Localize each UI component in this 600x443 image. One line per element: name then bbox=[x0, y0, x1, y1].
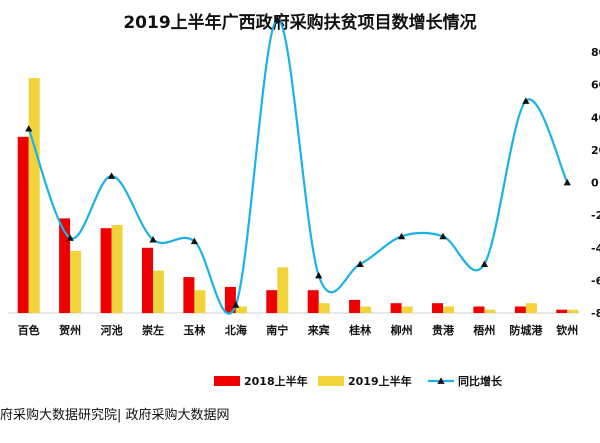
bar-2019-12 bbox=[525, 303, 537, 313]
growth-marker-2 bbox=[107, 172, 116, 179]
bar-2018-5 bbox=[224, 286, 236, 313]
growth-marker-3 bbox=[149, 235, 157, 243]
bar-2018-1 bbox=[59, 218, 71, 313]
bar-2018-13 bbox=[556, 309, 568, 313]
category-label-10: 贵港 bbox=[432, 323, 455, 337]
category-label-5: 北海 bbox=[225, 323, 247, 337]
legend-swatch-0 bbox=[214, 376, 240, 386]
source-text: 府采购大数据研究院| 政府采购大数据网 bbox=[0, 408, 230, 423]
right-axis-tick-4: 0 bbox=[591, 177, 599, 190]
legend-label-2: 同比增长 bbox=[458, 374, 503, 388]
bar-2018-9 bbox=[390, 303, 402, 313]
growth-marker-6 bbox=[273, 15, 281, 23]
bar-2018-0 bbox=[17, 136, 29, 313]
bar-2019-13 bbox=[567, 309, 579, 313]
right-axis-tick-7: -60 bbox=[591, 274, 600, 287]
bar-2019-9 bbox=[401, 306, 413, 313]
right-axis-tick-3: 20 bbox=[591, 144, 600, 157]
legend: 2018上半年 2019上半年 同比增长 bbox=[214, 374, 503, 388]
bar-2019-1 bbox=[70, 251, 82, 313]
bar-2019-8 bbox=[360, 306, 372, 313]
growth-marker-8 bbox=[356, 260, 364, 267]
growth-marker-1 bbox=[66, 234, 74, 241]
legend-label-1: 2019上半年 bbox=[348, 374, 412, 388]
legend-label-0: 2018上半年 bbox=[244, 374, 308, 388]
growth-marker-11 bbox=[480, 260, 489, 267]
growth-marker-13 bbox=[563, 178, 571, 186]
bar-2018-7 bbox=[307, 290, 319, 313]
right-axis-tick-5: -20 bbox=[591, 209, 600, 222]
category-label-4: 玉林 bbox=[183, 323, 205, 337]
bar-2018-11 bbox=[473, 306, 485, 313]
bar-2019-6 bbox=[277, 267, 289, 313]
growth-marker-5 bbox=[232, 301, 240, 308]
legend-marker-2 bbox=[437, 377, 445, 384]
category-label-13: 钦州 bbox=[556, 323, 578, 337]
bar-2019-7 bbox=[318, 303, 330, 313]
category-label-11: 梧州 bbox=[473, 323, 495, 337]
bar-2019-0 bbox=[28, 78, 40, 313]
category-label-3: 崇左 bbox=[142, 323, 164, 337]
growth-marker-9 bbox=[397, 232, 406, 240]
category-label-0: 百色 bbox=[18, 323, 40, 337]
growth-marker-0 bbox=[25, 125, 33, 132]
category-label-6: 南宁 bbox=[266, 323, 288, 337]
right-axis-tick-1: 60 bbox=[591, 79, 600, 92]
category-label-9: 柳州 bbox=[391, 323, 413, 337]
bar-2018-10 bbox=[432, 303, 443, 313]
bar-2018-6 bbox=[266, 290, 278, 313]
bar-2018-4 bbox=[183, 277, 195, 313]
right-axis-tick-0: 80 bbox=[591, 46, 600, 59]
category-label-7: 来宾 bbox=[307, 323, 330, 337]
growth-marker-7 bbox=[315, 271, 323, 279]
growth-marker-12 bbox=[522, 97, 530, 104]
bar-2019-4 bbox=[194, 290, 206, 313]
bar-2018-3 bbox=[142, 247, 153, 314]
growth-marker-10 bbox=[439, 232, 447, 240]
bar-2019-5 bbox=[235, 306, 247, 313]
bar-2019-10 bbox=[443, 306, 454, 313]
bar-2018-2 bbox=[100, 228, 112, 313]
right-axis-tick-8: -80 bbox=[591, 307, 600, 320]
legend-swatch-1 bbox=[318, 376, 344, 386]
growth-marker-4 bbox=[190, 237, 199, 245]
chart-title: 2019上半年广西政府采购扶贫项目数增长情况 bbox=[123, 12, 476, 33]
category-label-1: 贺州 bbox=[58, 323, 81, 337]
bar-2018-8 bbox=[349, 299, 361, 313]
bar-2018-12 bbox=[514, 306, 526, 313]
bar-2019-11 bbox=[484, 309, 496, 313]
category-label-12: 防城港 bbox=[509, 323, 543, 337]
right-axis-tick-6: -40 bbox=[591, 242, 600, 255]
bar-2019-2 bbox=[111, 224, 123, 313]
category-label-2: 河池 bbox=[101, 323, 123, 337]
bar-2019-3 bbox=[153, 270, 164, 313]
category-label-8: 桂林 bbox=[348, 323, 371, 337]
right-axis-tick-2: 40 bbox=[591, 111, 600, 124]
